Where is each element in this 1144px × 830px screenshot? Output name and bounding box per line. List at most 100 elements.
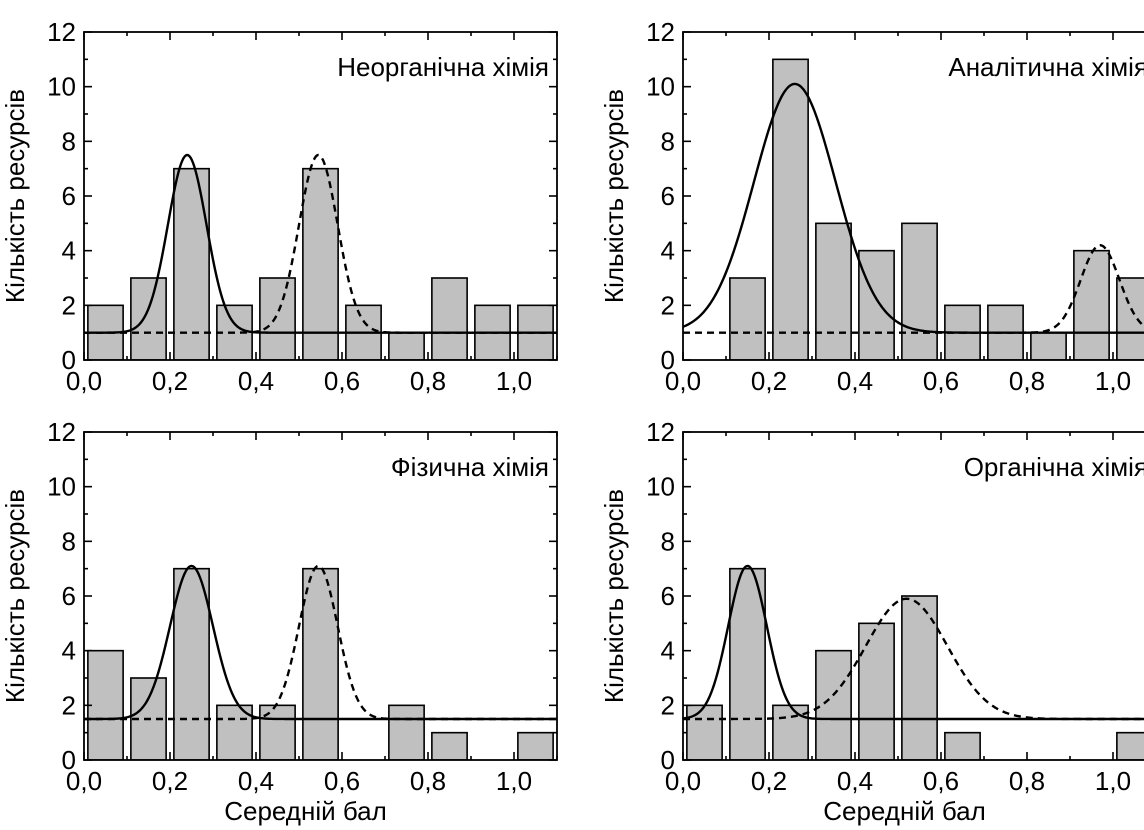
histogram-bar — [772, 704, 809, 760]
chart-panel-4: 0 2 4 6 8 10 12 0,0 0,2 0,4 0,6 0,8 1,0 Органічна хім… — [599, 417, 1144, 826]
x-axis-label: Середній бал — [224, 796, 387, 826]
x-tick-label: 1,0 — [1095, 766, 1131, 796]
y-tick-label: 6 — [661, 181, 675, 211]
bars-group — [87, 567, 554, 760]
histogram-bar — [858, 622, 895, 760]
x-axis-label: Середній бал — [823, 796, 986, 826]
x-tick-label: 0,0 — [66, 766, 102, 796]
y-tick-label: 2 — [62, 290, 76, 320]
x-tick-label: 0,2 — [751, 766, 787, 796]
y-tick-label: 4 — [661, 636, 675, 666]
histogram-bar — [858, 249, 895, 360]
x-tick-label: 0,4 — [837, 366, 873, 396]
histogram-bar — [901, 595, 938, 760]
y-tick-label: 10 — [47, 72, 76, 102]
bars-group — [87, 167, 554, 360]
histogram-bar — [302, 567, 339, 760]
histogram-bar — [1116, 277, 1144, 360]
y-tick-label: 2 — [62, 690, 76, 720]
histogram-bar — [259, 704, 296, 760]
histogram-bar — [729, 277, 766, 360]
histogram-bar — [173, 567, 210, 760]
fit-curves-group — [683, 82, 1144, 334]
histogram-bar — [431, 277, 468, 360]
dashed-fit-curve — [84, 564, 557, 721]
y-tick-label: 12 — [646, 417, 675, 447]
chart-panel-3: 0 2 4 6 8 10 12 0,0 0,2 0,4 0,6 0,8 1,0 Фізична хімія… — [0, 417, 558, 826]
panel-title: Фізична хімія — [391, 452, 549, 482]
histogram-bar — [302, 167, 339, 360]
x-tick-label: 0,6 — [923, 366, 959, 396]
y-tick-label: 10 — [47, 472, 76, 502]
y-tick-label: 6 — [661, 581, 675, 611]
y-tick-label: 8 — [661, 526, 675, 556]
x-tick-label: 0,0 — [665, 366, 701, 396]
x-tick-label: 0,4 — [837, 766, 873, 796]
panel-title: Неорганічна хімія — [337, 52, 549, 82]
x-tick-label: 1,0 — [496, 766, 532, 796]
x-tick-label: 0,4 — [238, 766, 274, 796]
chart-panel-2: 0 2 4 6 8 10 12 0,0 0,2 0,4 0,6 0,8 1,0 Аналітична хі… — [599, 17, 1144, 396]
y-tick-label: 0 — [661, 745, 675, 775]
y-tick-label: 2 — [661, 290, 675, 320]
x-tick-label: 0,6 — [923, 766, 959, 796]
histogram-bar — [130, 277, 167, 360]
histogram-bar — [815, 222, 852, 360]
histogram-bar — [1116, 731, 1144, 760]
y-tick-label: 4 — [661, 236, 675, 266]
x-tick-label: 0,2 — [751, 366, 787, 396]
y-axis-label: Кількість ресурсів — [599, 489, 629, 703]
y-tick-label: 12 — [646, 17, 675, 47]
y-tick-label: 0 — [62, 345, 76, 375]
y-tick-label: 6 — [62, 581, 76, 611]
fit-curves-group — [683, 564, 1144, 721]
solid-fit-curve — [683, 82, 1144, 334]
histogram-bar — [517, 731, 554, 760]
y-axis-label: Кількість ресурсів — [599, 89, 629, 303]
solid-fit-curve — [84, 153, 557, 334]
panel-title: Органічна хімія — [964, 452, 1144, 482]
histogram-bar — [901, 222, 938, 360]
histogram-bar — [729, 567, 766, 760]
histogram-bar — [772, 58, 809, 360]
x-tick-label: 0,4 — [238, 366, 274, 396]
histogram-bar — [815, 649, 852, 760]
x-tick-label: 1,0 — [496, 366, 532, 396]
histogram-bar — [944, 731, 981, 760]
histogram-bar — [173, 167, 210, 360]
x-tick-label: 0,8 — [410, 366, 446, 396]
y-tick-label: 10 — [646, 472, 675, 502]
bars-group — [686, 567, 1144, 760]
y-tick-label: 4 — [62, 636, 76, 666]
y-tick-label: 6 — [62, 181, 76, 211]
chart-panel-1: 0 2 4 6 8 10 12 0,0 0,2 0,4 0,6 0,8 1,0 Неорганічна х… — [0, 17, 558, 396]
histogram-bar — [686, 704, 723, 760]
y-tick-label: 2 — [661, 690, 675, 720]
x-tick-label: 0,8 — [1009, 366, 1045, 396]
x-tick-label: 1,0 — [1095, 366, 1131, 396]
y-tick-label: 8 — [661, 126, 675, 156]
histogram-bar — [1030, 331, 1067, 360]
y-tick-label: 12 — [47, 417, 76, 447]
y-axis-label: Кількість ресурсів — [0, 89, 30, 303]
fit-curves-group — [84, 153, 557, 334]
panel-title: Аналітична хімія — [948, 52, 1144, 82]
x-tick-label: 0,8 — [1009, 766, 1045, 796]
dashed-fit-curve — [84, 153, 557, 334]
histogram-bar — [431, 731, 468, 760]
x-tick-label: 0,8 — [410, 766, 446, 796]
histogram-bar — [1073, 249, 1110, 360]
x-tick-label: 0,2 — [152, 766, 188, 796]
y-tick-label: 4 — [62, 236, 76, 266]
y-axis-label: Кількість ресурсів — [0, 489, 30, 703]
x-tick-label: 0,6 — [324, 766, 360, 796]
dashed-fit-curve — [683, 244, 1144, 334]
y-tick-label: 8 — [62, 526, 76, 556]
histogram-bar — [87, 649, 124, 760]
bars-group — [729, 58, 1144, 360]
y-tick-label: 10 — [646, 72, 675, 102]
x-tick-label: 0,0 — [66, 366, 102, 396]
dashed-fit-curve — [683, 597, 1144, 721]
x-tick-label: 0,0 — [665, 766, 701, 796]
